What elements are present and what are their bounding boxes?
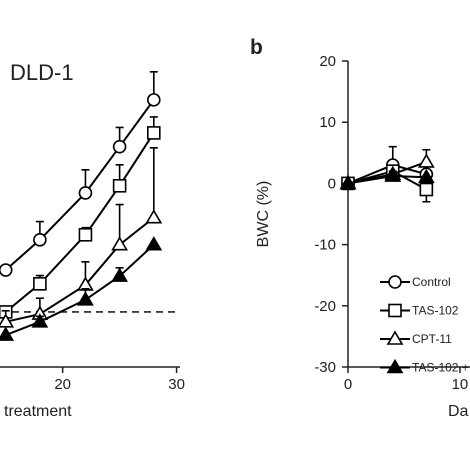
marker xyxy=(78,228,93,242)
x-tick-label: 10 xyxy=(452,376,469,393)
legend-marker xyxy=(388,303,402,318)
panel-title: DLD-1 xyxy=(10,60,74,85)
legend-label: CPT-11 xyxy=(412,332,452,346)
x-tick-label: 30 xyxy=(168,376,185,393)
y-tick-label: 10 xyxy=(319,114,336,131)
marker xyxy=(0,326,15,341)
series-line xyxy=(5,132,155,313)
marker xyxy=(77,291,94,306)
legend-label: TAS-102 + xyxy=(412,361,469,375)
marker xyxy=(145,236,163,251)
marker xyxy=(0,263,13,277)
marker xyxy=(417,168,435,184)
marker xyxy=(417,153,435,168)
marker xyxy=(146,93,161,107)
marker xyxy=(111,267,129,282)
marker xyxy=(33,277,47,291)
series-line xyxy=(5,99,155,271)
marker xyxy=(33,232,47,247)
y-tick-label: -30 xyxy=(314,359,336,376)
marker xyxy=(339,174,357,190)
y-tick-label: -10 xyxy=(314,237,336,254)
legend-label: Control xyxy=(412,275,451,289)
x-tick-label: 0 xyxy=(344,376,352,393)
marker xyxy=(146,126,161,140)
y-axis-label: BWC (%) xyxy=(255,181,272,248)
legend-marker xyxy=(386,358,404,374)
x-axis-label: Da xyxy=(448,403,469,420)
y-tick-label: -20 xyxy=(314,298,336,315)
marker xyxy=(145,209,163,224)
marker xyxy=(419,182,434,197)
y-tick-label: 20 xyxy=(319,53,336,70)
x-tick-label: 20 xyxy=(54,376,71,393)
error-bar xyxy=(149,146,158,218)
legend-label: TAS-102 xyxy=(412,304,459,318)
marker xyxy=(112,139,127,154)
legend-marker xyxy=(386,330,404,345)
marker xyxy=(384,167,402,182)
marker xyxy=(112,178,127,193)
y-tick-label: 0 xyxy=(328,175,336,192)
panel-label: b xyxy=(250,36,263,59)
marker xyxy=(111,236,129,251)
legend-marker xyxy=(388,275,402,289)
marker xyxy=(31,313,49,328)
marker xyxy=(78,186,93,200)
x-axis-label: treatment xyxy=(4,403,72,420)
